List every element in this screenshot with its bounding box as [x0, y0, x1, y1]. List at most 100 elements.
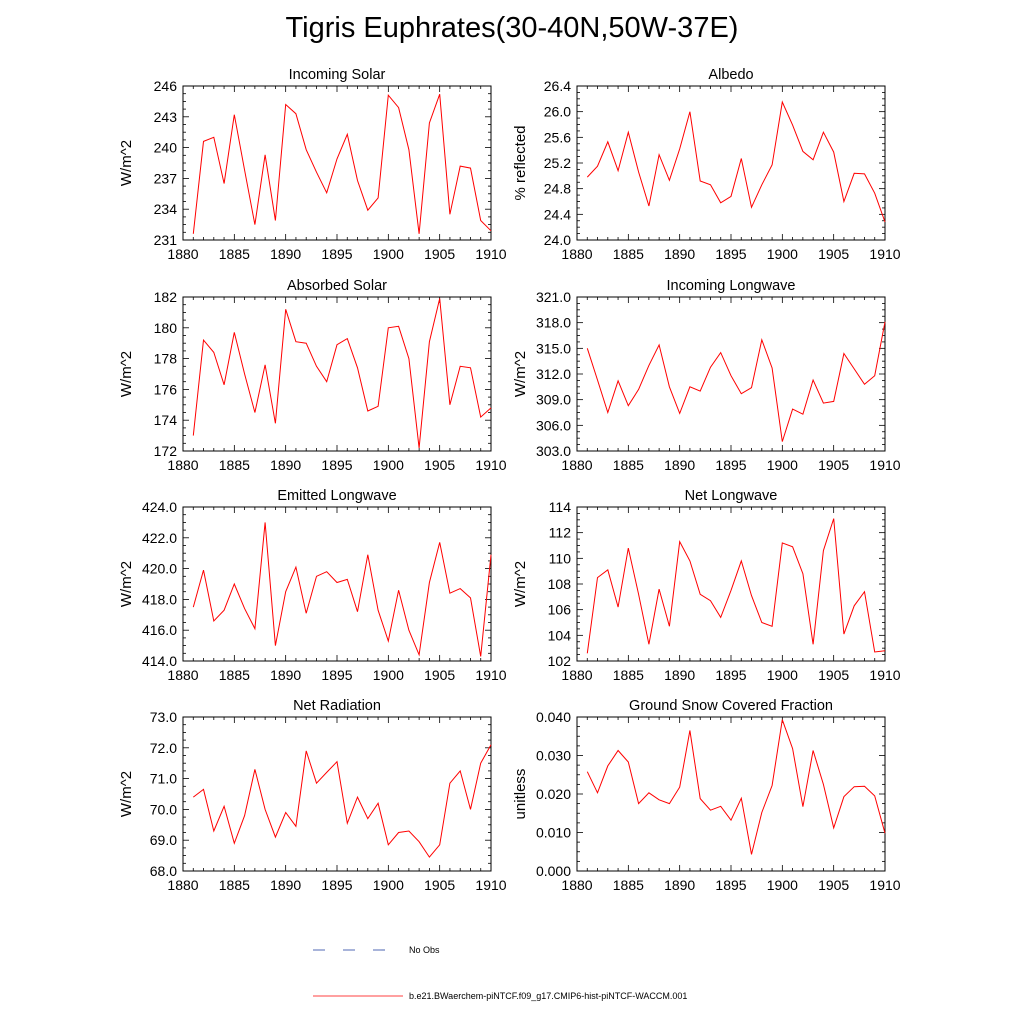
panel-albedo: 1880 1885 1890 1895 1900 1905 1910 24.0 24.4 24.8… — [512, 67, 901, 262]
plot-frame — [182, 506, 492, 662]
y-tick-label: 24.8 — [544, 181, 571, 197]
x-tick-label: 1910 — [475, 457, 506, 473]
series-line-ground-snow-covered-fraction — [586, 719, 886, 855]
legend-model-label: b.e21.BWaerchem-piNTCF.f09_g17.CMIP6-his… — [409, 991, 687, 1001]
y-tick-label: 315.0 — [536, 340, 571, 356]
x-tick-label: 1895 — [321, 667, 352, 683]
panel-title: Ground Snow Covered Fraction — [629, 698, 833, 714]
y-tick-label: 424.0 — [142, 499, 177, 515]
y-axis-label: W/m^2 — [118, 140, 135, 186]
panel-incoming-solar: 1880 1885 1890 1895 1900 1905 1910 231 234 237 240… — [118, 67, 507, 262]
y-tick-label: 24.0 — [544, 232, 571, 248]
x-tick-label: 1905 — [424, 457, 455, 473]
x-tick-label: 1890 — [664, 877, 695, 893]
series-line-incoming-longwave — [586, 321, 886, 442]
plot-frame — [576, 716, 886, 872]
y-tick-label: 246 — [154, 78, 178, 94]
x-tick-label: 1885 — [613, 246, 644, 262]
x-tick-label: 1900 — [373, 667, 404, 683]
y-tick-label: 240 — [154, 140, 178, 156]
x-tick-label: 1900 — [767, 457, 798, 473]
y-tick-label: 69.0 — [150, 832, 177, 848]
x-tick-label: 1910 — [869, 457, 900, 473]
x-tick-label: 1890 — [664, 457, 695, 473]
panel-incoming-longwave: 1880 1885 1890 1895 1900 1905 1910 303.0 306.0 30… — [512, 278, 901, 473]
x-tick-label: 1880 — [561, 877, 592, 893]
y-tick-label: 0.000 — [536, 863, 571, 879]
plot-frame — [576, 296, 886, 452]
x-tick-label: 1895 — [715, 667, 746, 683]
y-tick-label: 178 — [154, 351, 178, 367]
y-axis-label: W/m^2 — [512, 351, 529, 397]
y-tick-label: 306.0 — [536, 417, 571, 433]
series-line-net-longwave — [586, 518, 886, 654]
x-tick-label: 1890 — [664, 667, 695, 683]
x-tick-label: 1905 — [818, 667, 849, 683]
y-tick-label: 182 — [154, 289, 178, 305]
y-tick-label: 312.0 — [536, 366, 571, 382]
y-tick-label: 114 — [549, 499, 572, 515]
y-tick-label: 416.0 — [142, 622, 177, 638]
x-tick-label: 1885 — [219, 877, 250, 893]
panel-title: Albedo — [708, 67, 753, 83]
x-tick-label: 1900 — [767, 667, 798, 683]
plot-frame — [182, 85, 492, 241]
panel-net-longwave: 1880 1885 1890 1895 1900 1905 1910 102 104 106 108… — [512, 488, 901, 683]
y-tick-label: 318.0 — [536, 315, 571, 331]
x-tick-label: 1905 — [818, 457, 849, 473]
y-axis-label: W/m^2 — [118, 561, 135, 607]
x-tick-label: 1900 — [373, 246, 404, 262]
y-axis-label: W/m^2 — [118, 771, 135, 817]
x-tick-label: 1885 — [613, 457, 644, 473]
panel-title: Incoming Solar — [289, 67, 386, 83]
x-tick-label: 1880 — [561, 246, 592, 262]
legend-obs-label: No Obs — [409, 945, 440, 955]
y-axis-label: W/m^2 — [118, 351, 135, 397]
x-tick-label: 1890 — [664, 246, 695, 262]
y-tick-label: 112 — [549, 525, 572, 541]
x-tick-label: 1895 — [321, 457, 352, 473]
x-tick-label: 1880 — [167, 667, 198, 683]
y-tick-label: 176 — [154, 381, 178, 397]
y-tick-label: 172 — [154, 443, 178, 459]
y-tick-label: 309.0 — [536, 392, 571, 408]
x-tick-label: 1910 — [475, 667, 506, 683]
x-tick-label: 1890 — [270, 877, 301, 893]
x-tick-label: 1895 — [715, 457, 746, 473]
y-tick-label: 237 — [154, 170, 178, 186]
panel-title: Emitted Longwave — [277, 488, 396, 504]
y-tick-label: 71.0 — [150, 771, 177, 787]
y-tick-label: 0.010 — [536, 825, 571, 841]
x-tick-label: 1890 — [270, 667, 301, 683]
y-tick-label: 72.0 — [150, 740, 177, 756]
plot-frame — [182, 296, 492, 452]
panel-net-radiation: 1880 1885 1890 1895 1900 1905 1910 68.0 69.0 70.0… — [118, 698, 507, 893]
x-tick-label: 1895 — [321, 246, 352, 262]
x-tick-label: 1895 — [715, 246, 746, 262]
plot-frame — [576, 506, 886, 662]
series-line-net-radiation — [192, 744, 492, 858]
x-tick-label: 1905 — [818, 246, 849, 262]
y-tick-label: 414.0 — [142, 653, 177, 669]
x-tick-label: 1885 — [219, 667, 250, 683]
y-tick-label: 321.0 — [536, 289, 571, 305]
y-axis-label: W/m^2 — [512, 561, 529, 607]
x-tick-label: 1900 — [373, 877, 404, 893]
x-tick-label: 1885 — [219, 246, 250, 262]
x-tick-label: 1900 — [767, 877, 798, 893]
y-tick-label: 26.4 — [544, 78, 571, 94]
y-tick-label: 106 — [548, 602, 572, 618]
panel-title: Net Longwave — [685, 488, 778, 504]
panel-ground-snow-covered-fraction: 1880 1885 1890 1895 1900 1905 1910 0.000 0.010 0.… — [512, 698, 901, 893]
panel-absorbed-solar: 1880 1885 1890 1895 1900 1905 1910 172 174 176 178… — [118, 278, 507, 473]
series-line-absorbed-solar — [192, 298, 492, 448]
y-tick-label: 68.0 — [150, 863, 177, 879]
y-tick-label: 0.030 — [536, 748, 571, 764]
x-tick-label: 1880 — [561, 457, 592, 473]
panel-emitted-longwave: 1880 1885 1890 1895 1900 1905 1910 414.0 416.0 41… — [118, 488, 507, 683]
y-tick-label: 180 — [154, 320, 178, 336]
series-line-emitted-longwave — [192, 522, 492, 657]
x-tick-label: 1900 — [373, 457, 404, 473]
x-tick-label: 1910 — [869, 246, 900, 262]
